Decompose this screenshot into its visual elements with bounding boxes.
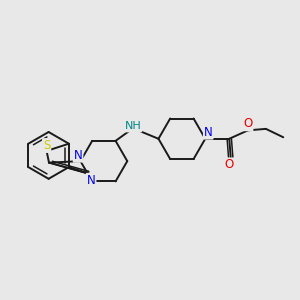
Text: N: N	[74, 148, 82, 162]
Text: O: O	[243, 117, 253, 130]
Text: S: S	[43, 139, 50, 152]
Text: N: N	[87, 174, 95, 187]
Text: NH: NH	[124, 122, 141, 131]
Text: O: O	[225, 158, 234, 171]
Text: N: N	[204, 126, 213, 139]
